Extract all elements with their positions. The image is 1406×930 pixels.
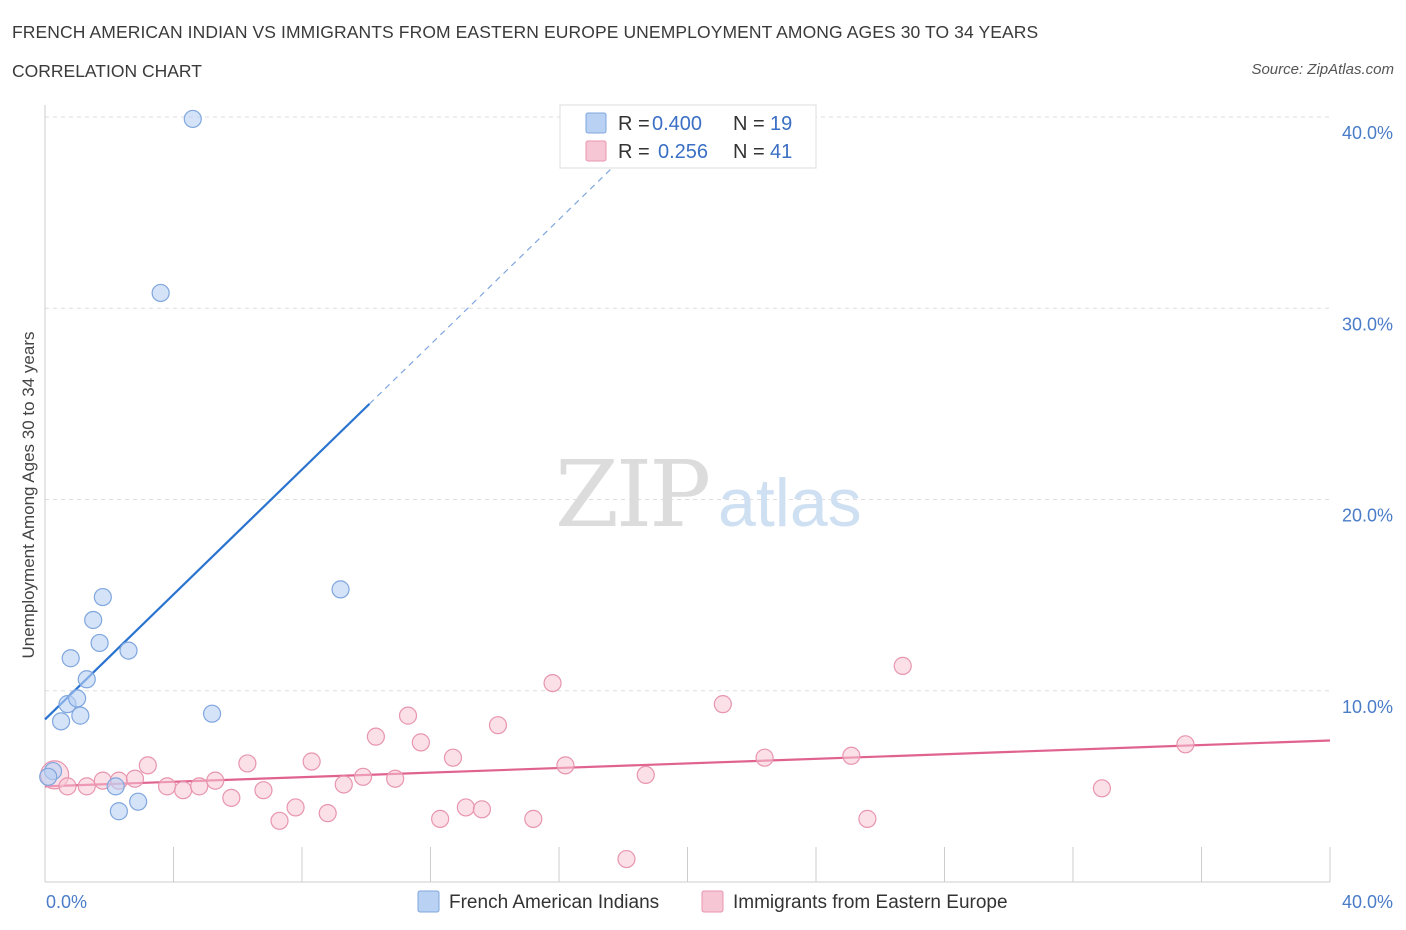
data-point-pink-18 — [334, 775, 353, 794]
data-point-pink-10 — [206, 771, 225, 790]
data-point-blue-12 — [119, 641, 138, 660]
data-point-pink-30 — [543, 673, 562, 693]
watermark: ZIP atlas — [555, 441, 862, 548]
data-point-pink-14 — [270, 811, 289, 830]
data-point-pink-26 — [456, 798, 475, 817]
data-point-pink-28 — [488, 716, 508, 735]
series-french-american-indians-points — [39, 109, 350, 821]
data-point-pink-7 — [157, 777, 177, 796]
x-tick-label-1: 40.0% — [1342, 892, 1393, 912]
grid-lines — [45, 116, 1330, 692]
y-tick-label-0: 10.0% — [1342, 697, 1393, 717]
data-point-pink-5 — [125, 769, 145, 788]
legend-r-label-1: R = — [618, 113, 650, 135]
x-tick-labels: 0.0% 40.0% — [46, 892, 1393, 912]
data-point-blue-11 — [109, 802, 128, 821]
data-point-pink-27 — [472, 800, 491, 819]
data-point-blue-1 — [51, 712, 71, 731]
data-point-pink-20 — [366, 727, 385, 746]
source-credit: Source: ZipAtlas.com — [1251, 61, 1394, 78]
data-point-pink-13 — [254, 781, 273, 800]
trend-line-pink — [44, 739, 1331, 788]
axes — [44, 105, 1331, 883]
data-point-blue-13 — [129, 792, 148, 811]
chart-subtitle: CORRELATION CHART — [12, 61, 202, 81]
data-point-pink-35 — [755, 748, 774, 767]
data-point-pink-23 — [411, 733, 430, 752]
legend-n-label-2: N = — [733, 141, 765, 163]
data-point-blue-10 — [106, 777, 125, 796]
data-point-blue-15 — [183, 109, 202, 129]
data-point-blue-3 — [61, 649, 80, 668]
data-point-blue-5 — [71, 706, 90, 725]
data-point-pink-1 — [58, 777, 77, 796]
data-point-pink-2 — [77, 777, 96, 796]
trend-line-blue-extension — [369, 140, 640, 405]
data-point-blue-18 — [39, 767, 58, 786]
data-point-blue-9 — [93, 587, 112, 607]
data-point-pink-17 — [318, 804, 337, 823]
series-legend: French American Indians Immigrants from … — [417, 890, 1008, 913]
data-point-pink-33 — [636, 765, 655, 785]
data-point-blue-6 — [77, 670, 96, 689]
data-point-blue-16 — [202, 704, 222, 723]
y-axis-label: Unemployment Among Ages 30 to 34 years — [19, 332, 38, 659]
data-point-blue-4 — [68, 689, 87, 708]
watermark-atlas: atlas — [718, 465, 862, 541]
data-point-pink-25 — [443, 748, 463, 767]
stats-legend: R = 0.400 N = 19 R = 0.256 N = 41 — [559, 104, 817, 169]
data-point-blue-17 — [331, 580, 350, 599]
chart-title: FRENCH AMERICAN INDIAN VS IMMIGRANTS FRO… — [12, 22, 1039, 42]
data-point-pink-31 — [556, 756, 575, 775]
y-tick-label-2: 30.0% — [1342, 314, 1393, 334]
data-point-pink-37 — [858, 809, 877, 828]
data-point-pink-40 — [1176, 735, 1195, 754]
legend-r-label-2: R = — [618, 141, 650, 163]
series-legend-swatch-blue — [417, 890, 440, 913]
data-point-pink-34 — [713, 695, 732, 714]
data-point-pink-39 — [1092, 779, 1112, 798]
data-point-blue-7 — [84, 610, 103, 630]
data-point-pink-9 — [190, 777, 209, 796]
data-point-pink-24 — [431, 809, 450, 828]
legend-swatch-blue — [585, 112, 607, 134]
legend-n-label-1: N = — [733, 113, 765, 135]
data-point-pink-11 — [222, 788, 241, 807]
y-tick-label-1: 20.0% — [1342, 506, 1393, 526]
y-tick-label-3: 40.0% — [1342, 123, 1393, 143]
series-legend-label-blue: French American Indians — [449, 892, 659, 913]
legend-n-value-1: 19 — [770, 113, 792, 135]
y-tick-labels: 10.0% 20.0% 30.0% 40.0% — [1342, 123, 1393, 717]
data-point-pink-8 — [174, 781, 193, 800]
series-legend-label-pink: Immigrants from Eastern Europe — [733, 892, 1008, 913]
data-point-pink-36 — [842, 746, 861, 765]
x-tick-label-0: 0.0% — [46, 892, 87, 912]
series-legend-swatch-pink — [701, 890, 724, 913]
data-point-blue-8 — [90, 633, 109, 653]
legend-r-value-1: 0.400 — [652, 113, 702, 135]
data-point-pink-32 — [617, 849, 636, 869]
data-point-pink-19 — [353, 767, 373, 786]
watermark-zip: ZIP — [555, 441, 708, 548]
legend-r-value-2: 0.256 — [658, 141, 708, 163]
data-point-pink-16 — [302, 752, 321, 771]
data-point-pink-6 — [138, 756, 157, 775]
trend-lines — [44, 140, 1331, 788]
data-point-blue-14 — [151, 283, 170, 303]
data-point-pink-12 — [238, 754, 257, 773]
legend-swatch-pink — [585, 140, 607, 162]
data-point-pink-21 — [386, 769, 405, 788]
series-immigrants-eastern-europe-points — [40, 656, 1195, 869]
data-point-pink-22 — [398, 706, 418, 725]
data-point-pink-29 — [524, 809, 543, 828]
legend-n-value-2: 41 — [770, 141, 792, 163]
data-point-pink-15 — [286, 798, 305, 817]
trend-line-blue — [44, 403, 371, 721]
data-point-pink-38 — [893, 656, 912, 675]
